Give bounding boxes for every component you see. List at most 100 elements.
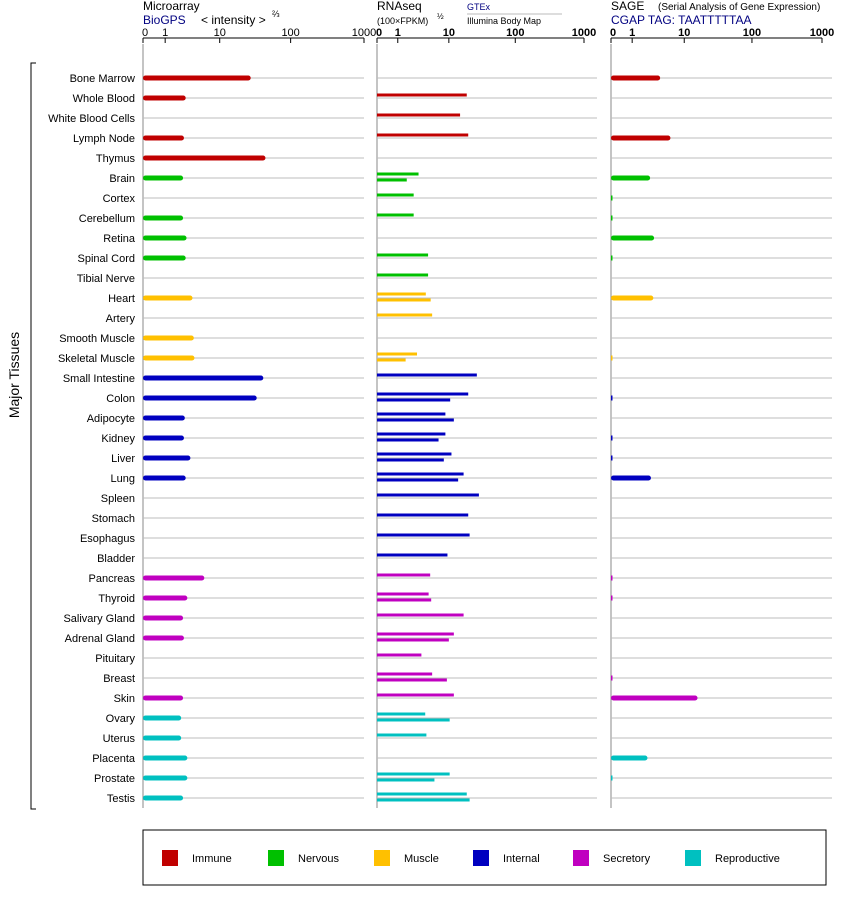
legend: Immune Nervous Muscle Internal Secretory Repr… [162,850,780,866]
tissue-labels: Bone Marrow Whole Blood White Blood Cells L… [48,73,136,805]
microarray-bar [143,395,257,401]
rnaseq-bar [377,172,419,176]
microarray-bar [143,255,186,261]
sage-bar [611,395,613,401]
tissue-label: Placenta [92,753,136,765]
microarray-tick-label: 1 [162,27,168,39]
tissue-label: Thyroid [98,593,135,605]
rnaseq-bar [377,412,446,416]
rnaseq-bar [377,798,470,802]
tissue-label: Small Intestine [63,373,135,385]
rnaseq-bar [377,432,446,436]
rnaseq-bar [377,632,454,636]
rnaseq-bar [377,613,464,617]
microarray-source-link[interactable]: BioGPS [143,13,186,27]
rnaseq-bar [377,352,417,356]
rnaseq-bar [377,598,432,602]
microarray-bar [143,595,188,601]
tissue-label: Adipocyte [87,413,135,425]
microarray-bar [143,635,184,641]
tissue-label: Stomach [92,513,135,525]
rnaseq-bar [377,478,459,482]
tissue-label: Skin [114,693,135,705]
rnaseq-bar [377,398,451,402]
rnaseq-bar [377,458,444,462]
tissue-label: Prostate [94,773,135,785]
rnaseq-bar [377,313,433,317]
microarray-bar [143,155,266,161]
tissue-label: White Blood Cells [48,113,135,125]
rnaseq-bar [377,213,414,217]
tissue-label: Spleen [101,493,135,505]
microarray-tick-label: 1000 [352,27,376,39]
sage-bar [611,235,655,241]
microarray-bar [143,695,184,701]
tissue-label: Pituitary [95,653,135,665]
microarray-tick-label: 100 [281,27,299,39]
rnaseq-bar [377,653,422,657]
sage-panel: 0 1 10 100 1000 [610,27,834,808]
microarray-bar [143,735,182,741]
tissue-label: Cerebellum [79,213,135,225]
rnaseq-bar [377,373,477,377]
sage-bar [611,295,654,301]
sage-tick-label: 10 [678,27,690,39]
sage-bar [611,435,613,441]
legend-swatch [685,850,701,866]
microarray-bar [143,75,251,81]
rnaseq-bar [377,493,479,497]
microarray-bar [143,335,194,341]
rnaseq-bar [377,438,439,442]
rnaseq-bar [377,638,449,642]
sage-title: SAGE [611,0,644,13]
sage-bar [611,675,613,681]
microarray-bar [143,235,187,241]
rnaseq-bar [377,778,435,782]
rnaseq-bar [377,298,431,302]
rnaseq-bodymap-source: Illumina Body Map [467,16,541,26]
rnaseq-bar [377,733,427,737]
rnaseq-bar [377,678,447,682]
tissue-label: Retina [103,233,136,245]
rnaseq-bar [377,772,450,776]
rnaseq-bar [377,133,469,137]
rnaseq-bar [377,693,454,697]
legend-swatch [268,850,284,866]
rnaseq-bar [377,418,454,422]
rnaseq-gtex-link[interactable]: GTEx [467,2,491,12]
legend-label: Internal [503,853,540,865]
rnaseq-bar [377,392,469,396]
rnaseq-bar [377,712,426,716]
microarray-bar [143,575,205,581]
tissue-label: Cortex [103,193,136,205]
tissue-label: Uterus [103,733,136,745]
sage-tick-label: 0 [610,27,616,39]
microarray-title: Microarray [143,0,200,13]
sage-bar [611,355,613,361]
tissue-label: Artery [106,313,136,325]
legend-label: Immune [192,853,232,865]
rnaseq-bar [377,273,429,277]
tissue-label: Lymph Node [73,133,135,145]
tissue-label: Liver [111,453,135,465]
rnaseq-bar [377,93,467,97]
rnaseq-bar [377,452,452,456]
microarray-units-exponent: ⅔ [272,9,280,19]
microarray-bar [143,435,184,441]
rnaseq-bar [377,672,433,676]
microarray-bar [143,795,184,801]
rnaseq-tick-label: 1000 [572,27,596,39]
microarray-bar [143,135,184,141]
rnaseq-tick-label: 0 [376,27,382,39]
legend-swatch [374,850,390,866]
rnaseq-title: RNAseq [377,0,422,13]
sage-bar [611,175,651,181]
sage-tag-link[interactable]: CGAP TAG: TAATTTTTAA [611,13,751,27]
rnaseq-bar [377,292,426,296]
tissue-label: Salivary Gland [63,613,135,625]
tissue-label: Bone Marrow [70,73,135,85]
sage-bar [611,775,613,781]
microarray-bar [143,775,188,781]
tissue-label: Skeletal Muscle [58,353,135,365]
